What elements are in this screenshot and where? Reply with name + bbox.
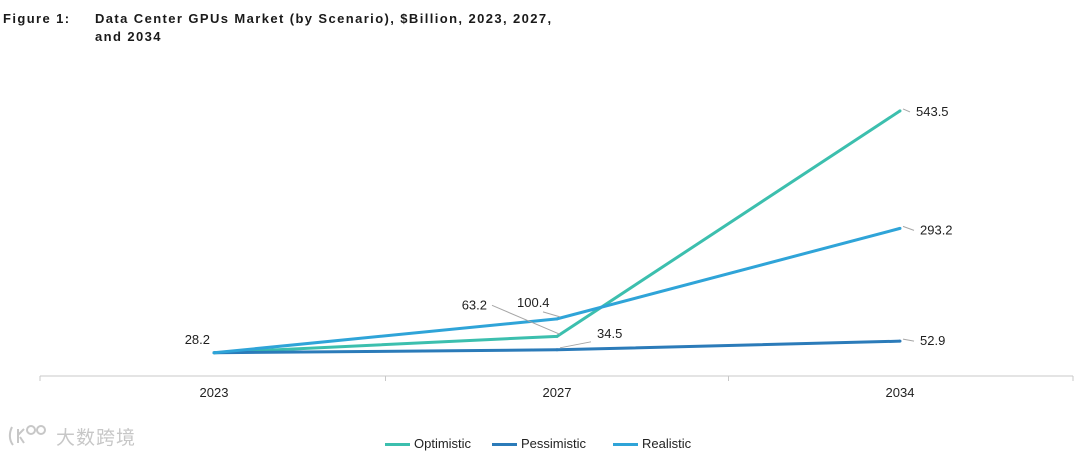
- legend-label-pessimistic: Pessimistic: [521, 436, 587, 451]
- leader-line-realistic-2034: [902, 225, 915, 231]
- data-label-optimistic-2027: 63.2: [462, 297, 487, 312]
- leader-line-pessimistic-2027: [559, 341, 592, 349]
- figure-title: Data Center GPUs Market (by Scenario), $…: [95, 11, 553, 44]
- watermark-logo-icon: [8, 425, 46, 446]
- x-tick-label-2034: 2034: [886, 385, 915, 400]
- leader-line-pessimistic-2034: [902, 338, 915, 342]
- data-label-pessimistic-2027: 34.5: [597, 326, 622, 341]
- figure-label: Figure 1:: [3, 11, 71, 26]
- legend-swatch-realistic: [613, 443, 638, 446]
- data-labels: 28.2 63.2 100.4 34.5 543.5 293.2 52.9: [185, 104, 953, 349]
- series-lines: [212, 109, 902, 355]
- leader-line-optimistic-2034: [902, 108, 911, 113]
- data-point-realistic-2027: [555, 317, 559, 321]
- data-point-pessimistic-2034: [898, 339, 902, 343]
- data-label-realistic-2034: 293.2: [920, 222, 953, 237]
- legend-label-optimistic: Optimistic: [414, 436, 472, 451]
- x-tick-label-2023: 2023: [200, 385, 229, 400]
- data-label-realistic-2027: 100.4: [517, 295, 550, 310]
- watermark: 大数跨境: [8, 420, 148, 450]
- watermark-text: 大数跨境: [56, 428, 137, 449]
- series-line-realistic: [213, 226, 901, 355]
- legend-swatch-pessimistic: [492, 443, 517, 446]
- data-label-pessimistic-2034: 52.9: [920, 333, 945, 348]
- x-axis: 2023 2027 2034: [39, 375, 1074, 400]
- x-tick-label-2027: 2027: [543, 385, 572, 400]
- legend-label-realistic: Realistic: [642, 436, 692, 451]
- data-point-realistic-2034: [898, 226, 902, 230]
- leader-line-optimistic-2027: [491, 304, 561, 335]
- data-label-realistic-2023: 28.2: [185, 332, 210, 347]
- data-point-realistic-2023: [212, 351, 216, 355]
- data-point-pessimistic-2027: [555, 348, 559, 352]
- legend-swatch-optimistic: [385, 443, 410, 446]
- leader-line-realistic-2027: [542, 311, 561, 318]
- chart-legend: Optimistic Pessimistic Realistic: [0, 433, 1080, 455]
- data-label-optimistic-2034: 543.5: [916, 104, 949, 119]
- data-point-optimistic-2027: [555, 334, 559, 338]
- data-point-optimistic-2034: [898, 109, 902, 113]
